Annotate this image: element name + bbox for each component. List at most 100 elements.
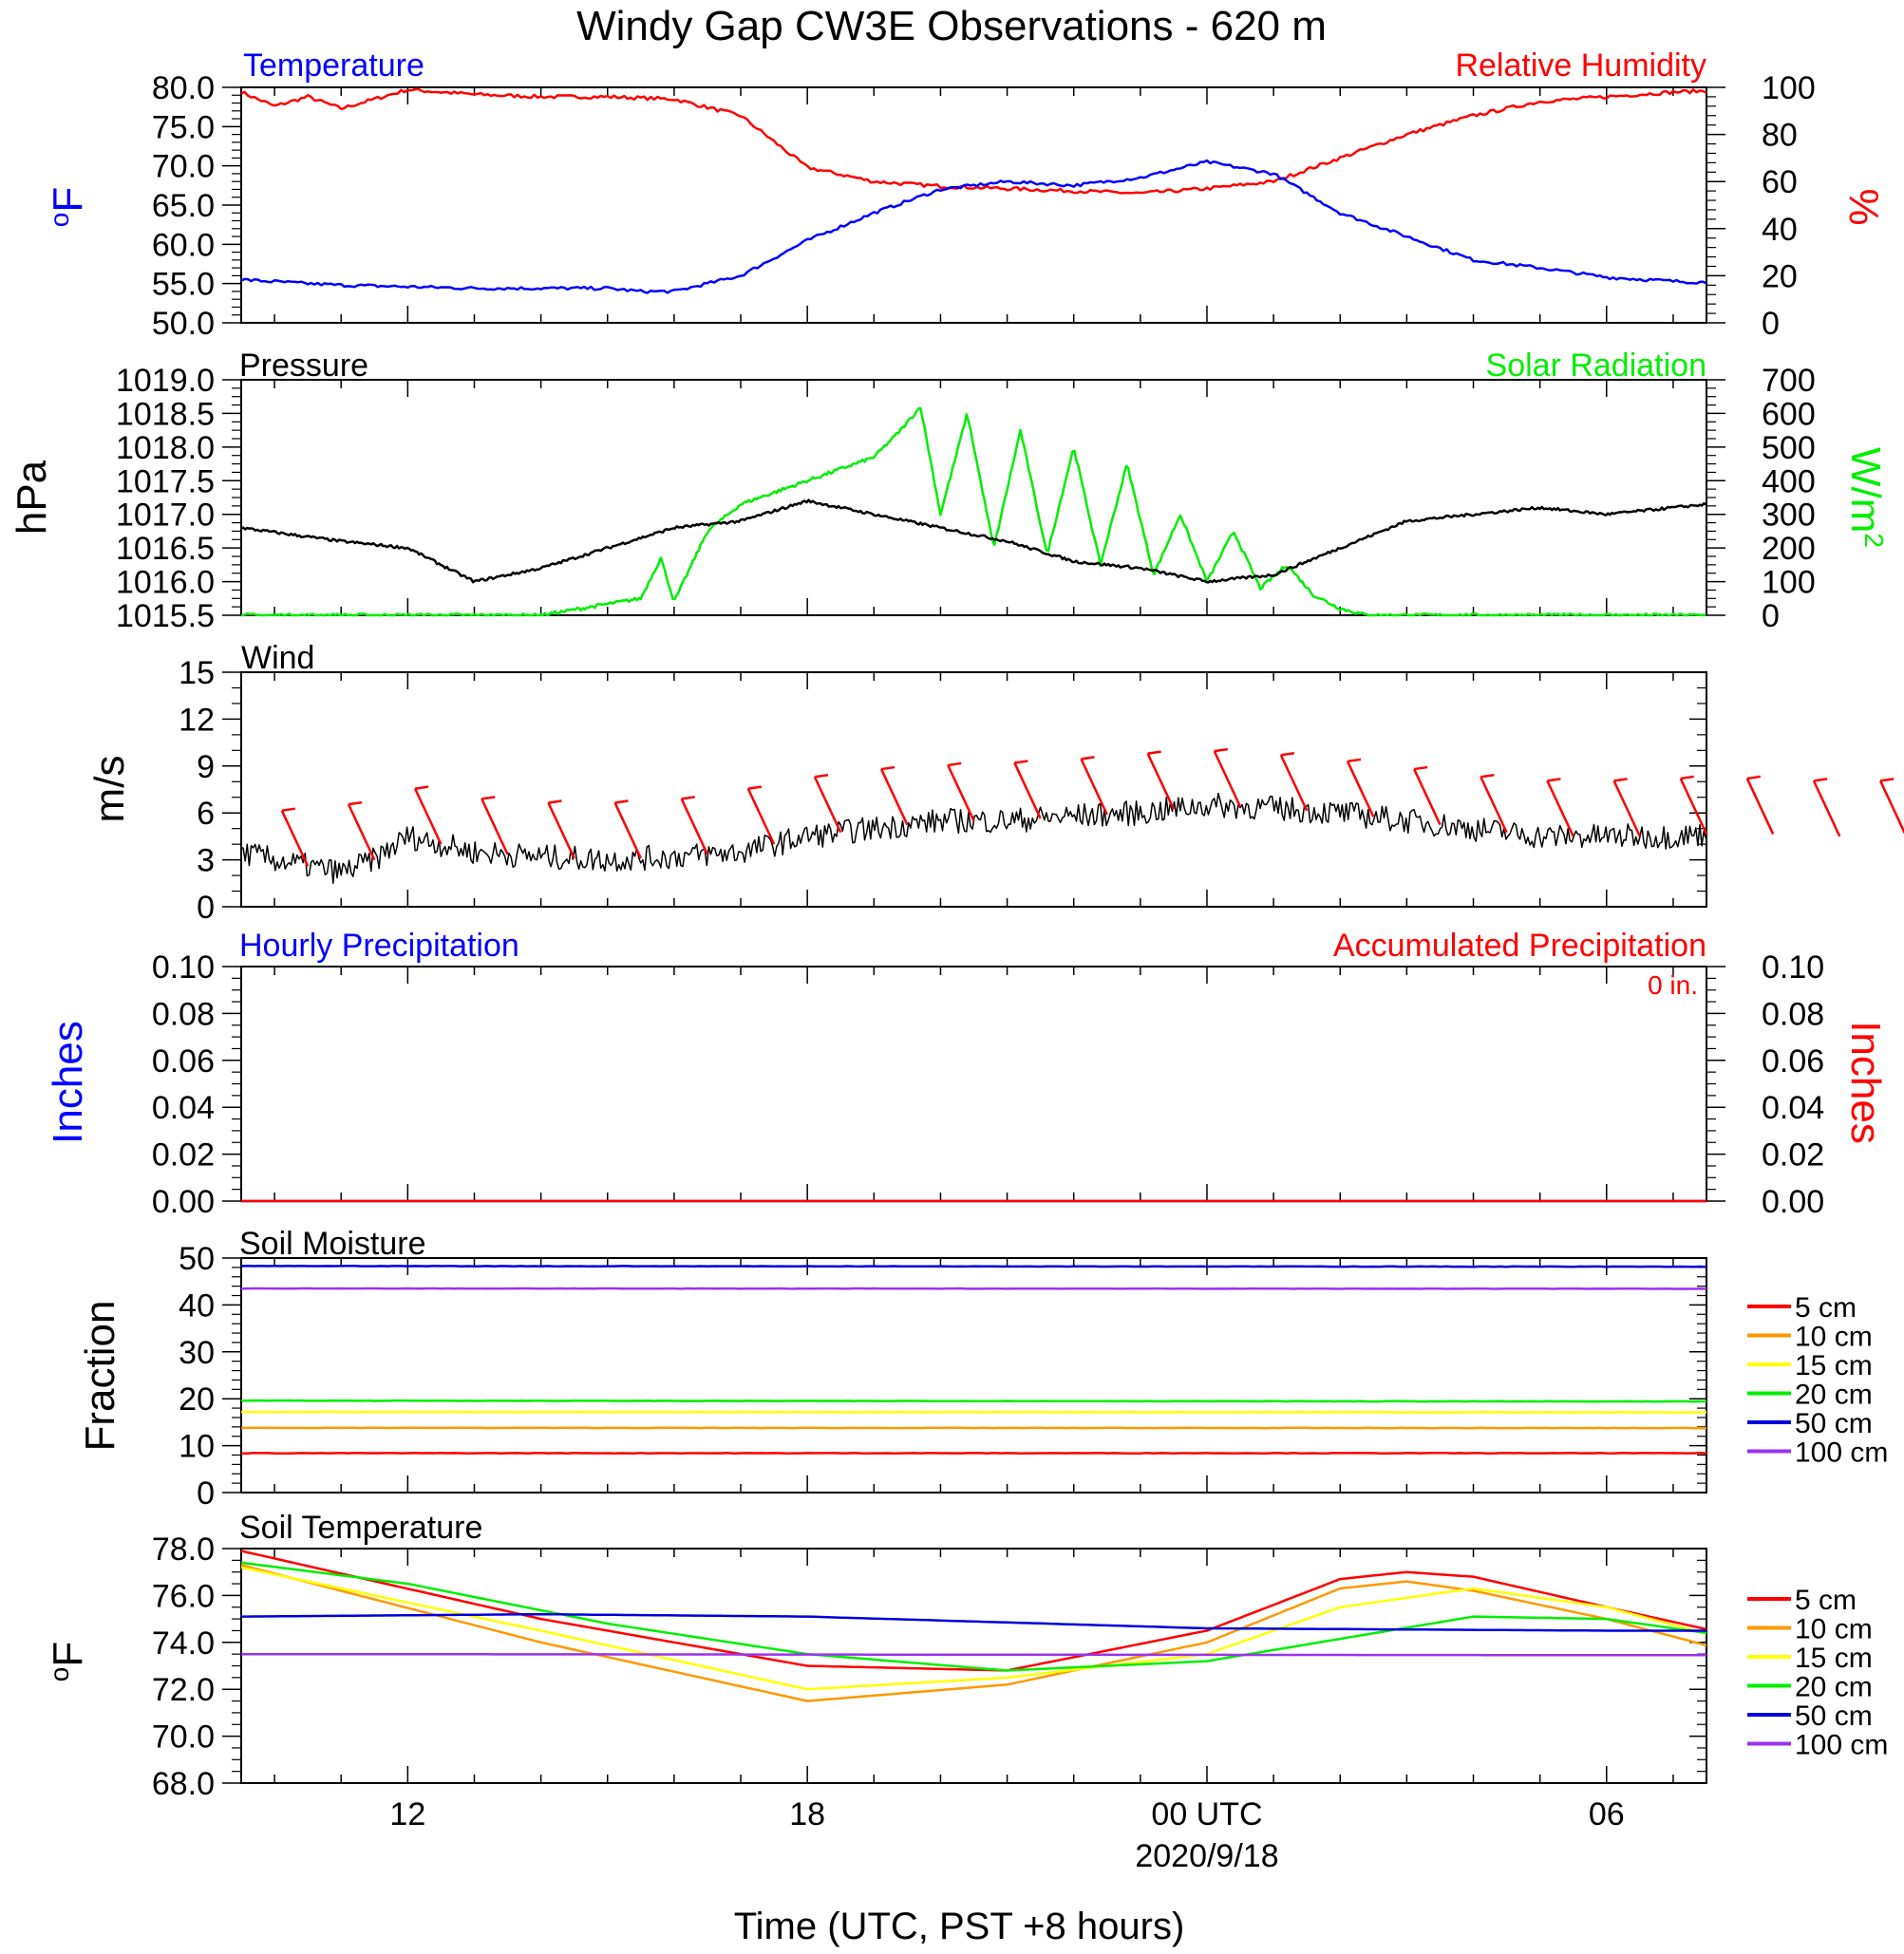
y-tick-label: 50.0: [152, 306, 215, 342]
y-tick-label: 0: [197, 1475, 215, 1512]
legend-label: 5 cm: [1795, 1585, 1857, 1616]
wind-barb: [947, 764, 975, 821]
y-tick-label: 0.02: [152, 1137, 215, 1174]
y-right-tick-label: 300: [1762, 498, 1816, 534]
y-tick-label: 0.06: [152, 1043, 215, 1080]
soil-moisture-unit: Fraction: [77, 1301, 123, 1452]
legend-label: 15 cm: [1795, 1350, 1873, 1381]
wind-barb-flag: [481, 796, 496, 800]
wind-barb-flag: [1680, 775, 1694, 780]
wind-unit: m/s: [86, 756, 133, 823]
wind-barb-flag: [814, 774, 829, 779]
solar-title: Solar Radiation: [1486, 348, 1706, 384]
y-tick-label: 30: [179, 1335, 215, 1371]
y-tick-label: 1018.0: [116, 430, 215, 466]
wind-barb-flag: [1081, 756, 1095, 761]
wind-barb: [547, 801, 575, 859]
wind-barb: [1279, 754, 1309, 812]
x-tick-label: 12: [389, 1796, 425, 1832]
pressure-solar-panel: Pressure Solar Radiation hPa W/m2 1019.0…: [9, 348, 1889, 634]
legend-label: 100 cm: [1795, 1437, 1888, 1469]
y-tick-label: 65.0: [152, 188, 215, 224]
plot-frame: [240, 966, 1707, 1202]
y-tick-label: 9: [197, 749, 215, 785]
soil-line-15cm: [240, 1410, 1707, 1414]
y-right-tick-label: 0: [1762, 306, 1780, 342]
y-tick-label: 10: [179, 1429, 215, 1465]
soil-line-5cm: [240, 1550, 1707, 1672]
plot-frame: [240, 379, 1707, 616]
pressure-line: [240, 498, 1706, 584]
y-tick-label: 74.0: [152, 1625, 215, 1662]
temperature-humidity-panel: Temperature Relative Humidity oF % 80.07…: [45, 47, 1887, 342]
wind-barb-flag: [1480, 774, 1495, 779]
wind-barb: [413, 788, 443, 845]
legend-label: 15 cm: [1795, 1643, 1873, 1674]
y-right-tick-label: 200: [1762, 531, 1816, 567]
wind-barb: [1146, 753, 1176, 810]
wind-barb: [1546, 780, 1574, 837]
y-tick-label: 1017.5: [116, 463, 215, 499]
legend-label: 20 cm: [1795, 1380, 1873, 1411]
wind-barb: [1480, 776, 1508, 834]
y-right-tick-label: 700: [1762, 363, 1816, 399]
y-tick-label: 1019.0: [116, 363, 215, 399]
humidity-line: [240, 87, 1707, 195]
soil-temperature-unit: oF: [45, 1642, 91, 1682]
y-tick-label: 3: [197, 843, 215, 879]
plot-frame: [240, 671, 1707, 908]
legend-label: 10 cm: [1795, 1614, 1873, 1645]
time-axis: Time (UTC, PST +8 hours) 12 18 00 UTC 2020/…: [389, 1796, 1625, 1947]
y-tick-label: 0.00: [152, 1184, 215, 1220]
legend-label: 5 cm: [1795, 1292, 1857, 1324]
solar-unit: W/m2: [1842, 447, 1889, 548]
wind-barb-flag: [348, 800, 363, 806]
y-tick-label: 55.0: [152, 267, 215, 303]
y-right-tick-label: 0.08: [1762, 996, 1824, 1032]
y-right-tick-label: 0.04: [1762, 1090, 1824, 1126]
humidity-unit: %: [1840, 188, 1887, 225]
x-tick-label: 06: [1589, 1796, 1625, 1832]
y-right-tick-label: 600: [1762, 396, 1816, 432]
wind-barb-flag: [281, 807, 296, 812]
y-tick-label: 15: [179, 655, 215, 691]
wind-barb-flag: [1547, 778, 1561, 782]
wind-barb-flag: [1147, 750, 1161, 755]
wind-barb-flag: [1413, 765, 1428, 771]
y-tick-label: 0.08: [152, 996, 215, 1032]
y-right-tick-label: 60: [1762, 164, 1798, 200]
plot-frame: [240, 1548, 1707, 1784]
wind-barb: [1612, 780, 1641, 837]
soil-line-50cm: [241, 1612, 1706, 1632]
y-tick-label: 20: [179, 1381, 215, 1418]
soil-line-20cm: [240, 1561, 1707, 1672]
y-tick-label: 78.0: [152, 1531, 215, 1568]
soil-line-10cm: [240, 1426, 1707, 1430]
y-tick-label: 76.0: [152, 1578, 215, 1614]
wind-barb: [280, 810, 310, 867]
y-tick-label: 1016.5: [116, 531, 215, 567]
y-right-tick-label: 400: [1762, 463, 1816, 499]
legend-label: 50 cm: [1795, 1408, 1873, 1439]
x-axis-title: Time (UTC, PST +8 hours): [734, 1906, 1185, 1947]
y-tick-label: 1018.5: [116, 396, 215, 432]
y-tick-label: 70.0: [152, 1719, 215, 1756]
pressure-title: Pressure: [239, 348, 368, 384]
wind-barb: [680, 798, 709, 855]
y-right-tick-label: 100: [1762, 565, 1816, 601]
wind-barb-flag: [681, 796, 695, 800]
legend-label: 10 cm: [1795, 1322, 1873, 1353]
wind-barb: [347, 803, 376, 861]
soil-line-100cm: [241, 1652, 1706, 1657]
wind-barb-flag: [1746, 775, 1762, 780]
wind-barb: [1745, 778, 1775, 835]
x-tick-label: 00 UTC: [1151, 1796, 1262, 1832]
plot-frame: [240, 1257, 1707, 1494]
y-right-tick-label: 0.02: [1762, 1137, 1824, 1174]
y-tick-label: 12: [179, 702, 215, 738]
soil-line-15cm: [240, 1566, 1707, 1691]
accum-precip-unit: Inches: [1842, 1021, 1889, 1144]
y-tick-label: 60.0: [152, 227, 215, 263]
